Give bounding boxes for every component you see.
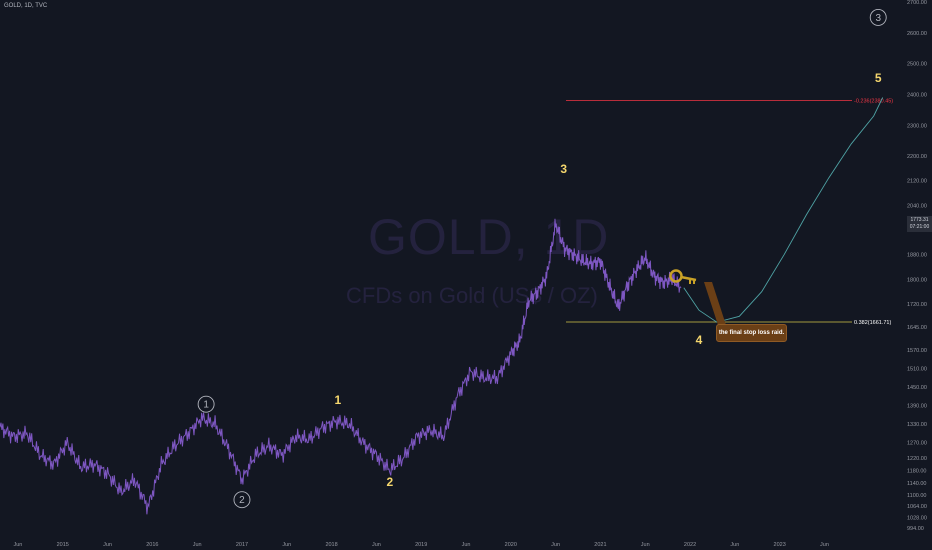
time-tick-label: Jun [103,542,112,548]
wave-circle-label: 2 [239,495,245,506]
time-tick-label: 2016 [146,542,158,548]
time-tick-label: Jun [641,542,650,548]
fibonacci-levels: -0.236(2380.45) 0.382(1661.71) [566,98,893,326]
price-tick-label: 1180.00 [907,468,926,474]
time-tick-label: 2023 [774,542,786,548]
key-icon [669,269,697,284]
wave-label: 3 [560,162,567,176]
watermark-description: CFDs on Gold (US$ / OZ) [346,283,598,308]
wave-label: 1 [335,393,342,407]
price-tick-label: 2200.00 [907,154,927,160]
time-tick-label: 2018 [325,542,337,548]
historical-price-line [0,218,682,515]
price-tick-label: 1510.00 [907,367,927,373]
note-pointer [704,282,726,325]
time-axis: Jun 2015 Jun 2016 Jun 2017 Jun 2018 Jun 2019 Jun 20… [13,542,828,548]
price-tick-label: 2600.00 [907,31,927,37]
price-tick-label: 2400.00 [907,92,927,98]
time-tick-label: Jun [193,542,202,548]
time-tick-label: 2020 [505,542,517,548]
price-tick-label: 994.00 [907,526,924,532]
price-tick-label: 2500.00 [907,62,927,68]
symbol-title: GOLD, 1D, TVC [4,3,48,9]
price-tick-label: 1880.00 [907,253,927,259]
price-tick-label: 1270.00 [907,441,927,447]
price-tick-label: 1330.00 [907,422,927,428]
wave-label: 5 [875,71,882,85]
note-callout [704,282,726,325]
price-tick-label: 1450.00 [907,385,927,391]
key-icon-bow [669,269,683,283]
time-tick-label: Jun [372,542,381,548]
time-tick-label: 2015 [57,542,69,548]
price-series [0,97,884,515]
time-tick-label: Jun [282,542,291,548]
price-tick-label: 1140.00 [907,481,926,487]
last-price-value: 1773.31 [910,217,929,223]
wave-circle-marker [233,491,251,509]
time-tick-label: 2022 [684,542,696,548]
countdown-value: 07:21:00 [909,224,930,230]
time-tick-label: 2017 [236,542,248,548]
price-tick-label: 1220.00 [907,456,927,462]
wave-label: 2 [386,475,393,489]
price-tick-label: 1720.00 [907,302,927,308]
time-tick-label: Jun [730,542,739,548]
price-tick-label: 1800.00 [907,277,927,283]
time-tick-label: Jun [820,542,829,548]
time-tick-label: Jun [13,542,22,548]
time-tick-label: 2019 [415,542,427,548]
fib-label: -0.236(2380.45) [854,98,893,104]
price-tick-label: 1100.00 [907,493,926,499]
wave-circle-marker [869,8,887,26]
key-icon-shaft [680,275,697,282]
price-tick-label: 2300.00 [907,123,927,129]
projection-path [683,97,884,323]
wave-annotations: 1 2 1 2 3 4 5 3 [197,8,887,509]
wave-circle-label: 1 [203,400,209,411]
note-label: the final stop loss raid. [716,324,787,342]
time-tick-label: Jun [551,542,560,548]
time-tick-label: Jun [462,542,471,548]
wave-circle-marker [197,395,215,413]
wave-circle-label: 3 [875,13,881,24]
wave-label: 4 [696,333,703,347]
price-tick-label: 1064.00 [907,504,927,510]
time-tick-label: 2021 [594,542,606,548]
price-tick-label: 2120.00 [907,179,927,185]
price-tick-label: 1645.00 [907,325,927,331]
price-tick-label: 1570.00 [907,348,927,354]
price-axis: 994.00 1028.00 1064.00 1100.00 1140.00 1180.0… [907,0,927,532]
price-tick-label: 1028.00 [907,515,927,521]
last-price-badge: 1773.31 07:21:00 [907,216,932,232]
price-tick-label: 2700.00 [907,0,927,6]
price-tick-label: 1390.00 [907,404,927,410]
fib-label: 0.382(1661.71) [854,320,891,326]
price-tick-label: 2040.00 [907,203,927,209]
